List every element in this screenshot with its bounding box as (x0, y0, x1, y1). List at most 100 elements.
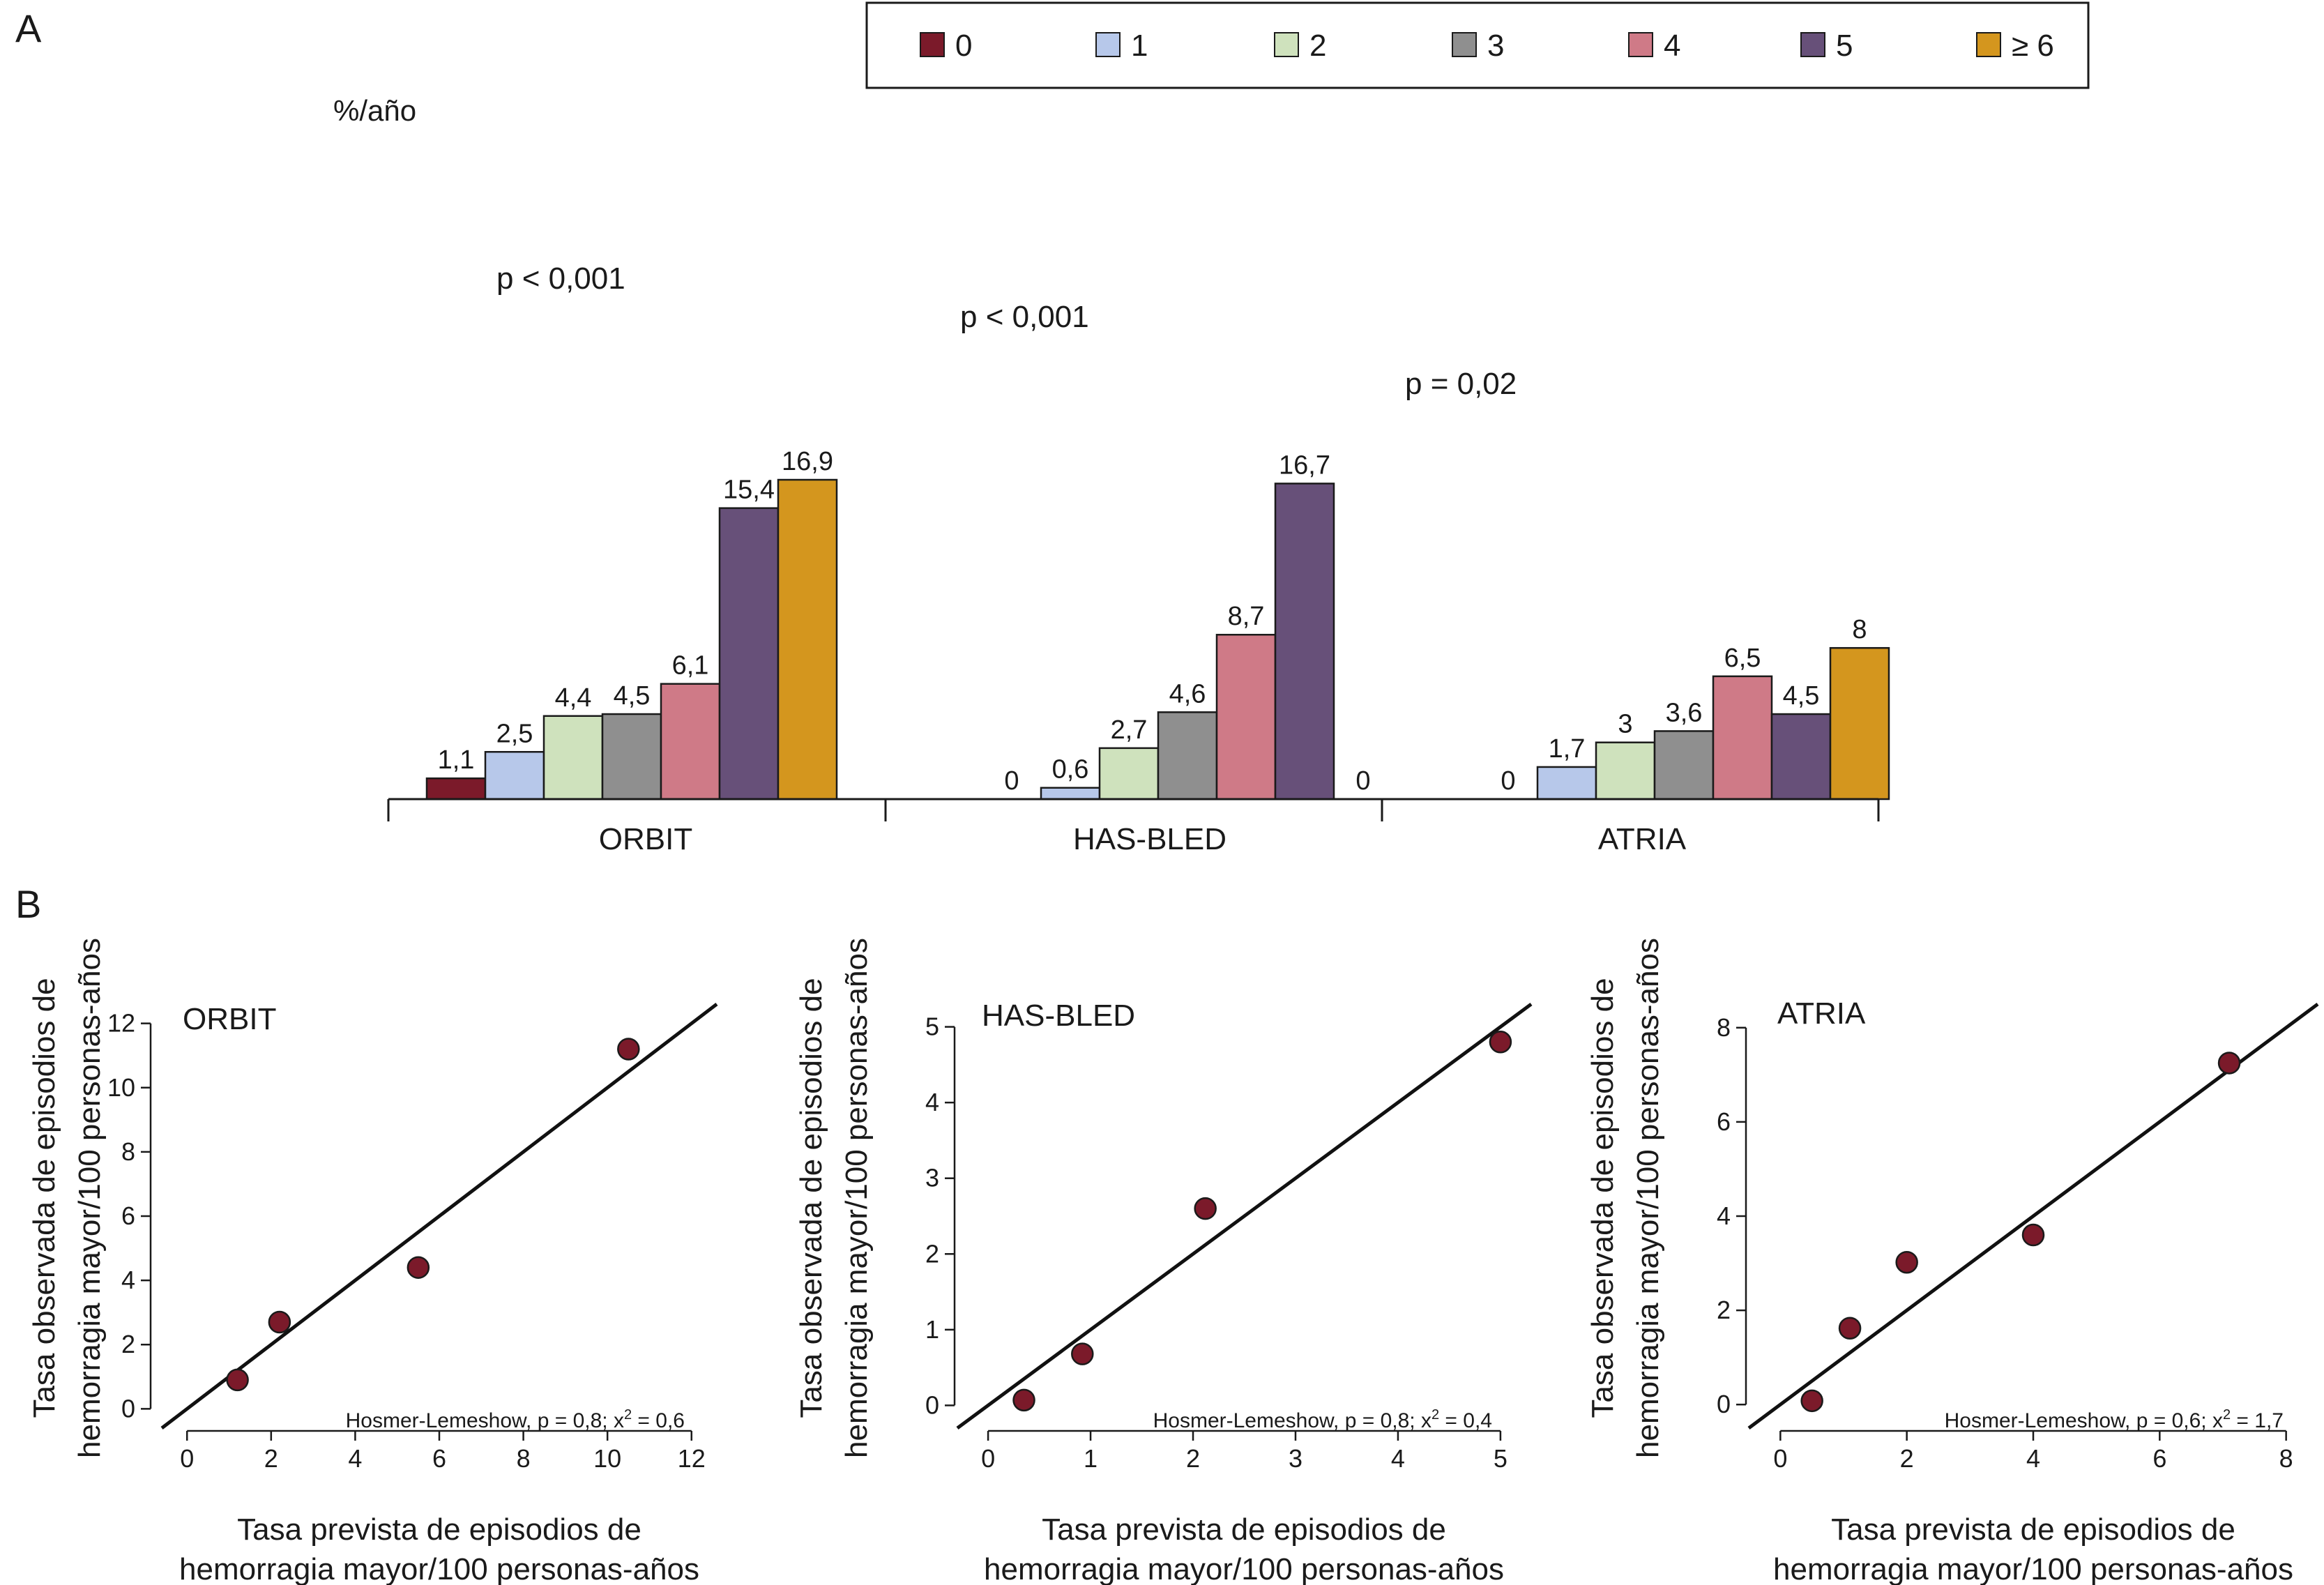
x-tick-label-2: 4 (2026, 1444, 2040, 1473)
y-axis-title-line-0: Tasa observada de episodios de (794, 978, 828, 1418)
legend-swatch-6 (1976, 32, 2001, 57)
legend-label-4: 4 (1664, 29, 1680, 63)
p-value-annotation-0: p < 0,001 (496, 261, 625, 296)
note-main: Hosmer-Lemeshow, p = 0,6; x (1945, 1409, 2223, 1432)
x-tick-label-4: 8 (517, 1444, 531, 1473)
bar-atria-2 (1595, 741, 1656, 801)
y-axis-title-line-0: Tasa observada de episodios de (27, 978, 61, 1418)
y-axis-title-line-0: Tasa observada de episodios de (1586, 978, 1620, 1418)
bar-value-label-orbit-4: 6,1 (672, 651, 709, 681)
legend-swatch-2 (1274, 32, 1299, 57)
y-tick-label-2: 4 (121, 1266, 135, 1294)
y-tick-label-2: 4 (1717, 1201, 1731, 1230)
y-tick-label-3: 6 (121, 1201, 135, 1230)
scatter-title: ATRIA (1777, 996, 1866, 1031)
legend-label-6: ≥ 6 (2012, 29, 2054, 63)
data-point-1 (1071, 1342, 1094, 1365)
bar-has-bled-2 (1098, 747, 1160, 801)
bar-value-label-atria-0: 0 (1501, 766, 1515, 796)
x-axis-title-line-0: Tasa prevista de episodios de (1042, 1512, 1446, 1547)
panel-a-letter: A (15, 6, 42, 50)
y-tick-label-5: 5 (925, 1013, 939, 1041)
note-main: Hosmer-Lemeshow, p = 0,8; x (346, 1409, 624, 1432)
bar-orbit-4 (660, 683, 721, 801)
scatter-title: HAS-BLED (982, 999, 1135, 1033)
bar-chart-panel-a: %/año 0 1 2 3 4 5 ≥ 6 1,1 2,5 4,4 4,5 6,1 15,416,9 0 0,… (333, 1, 2090, 856)
data-point-0 (1012, 1388, 1035, 1412)
bar-value-label-orbit-6: 16,9 (782, 447, 833, 476)
data-point-0 (226, 1368, 249, 1392)
y-tick-label-0: 0 (121, 1394, 135, 1423)
bar-orbit-5 (718, 507, 780, 801)
bar-has-bled-1 (1040, 787, 1101, 801)
x-axis-title-line-1: hemorragia mayor/100 personas-años (984, 1552, 1504, 1585)
legend-swatch-0 (920, 32, 945, 57)
y-axis-title-line-1: hemorragia mayor/100 personas-años (840, 938, 874, 1458)
y-axis-label: %/año (333, 94, 416, 127)
x-axis-title-line-0: Tasa prevista de episodios de (1831, 1512, 2235, 1547)
bar-value-label-orbit-3: 4,5 (614, 681, 651, 711)
x-tick-label-4: 4 (1391, 1444, 1405, 1473)
x-tick-label-6: 12 (678, 1444, 706, 1473)
data-point-2 (1194, 1197, 1217, 1220)
x-tick-label-1: 2 (264, 1444, 278, 1473)
bar-value-label-orbit-5: 15,4 (723, 476, 775, 505)
p-value-annotation-1: p < 0,001 (960, 300, 1089, 334)
category-label-has-bled: HAS-BLED (1073, 822, 1226, 856)
note-tail: = 0,4 (1439, 1409, 1492, 1432)
x-tick-label-2: 2 (1186, 1444, 1200, 1473)
data-point-3 (2021, 1223, 2045, 1247)
data-point-2 (1895, 1250, 1918, 1274)
bar-atria-1 (1536, 766, 1597, 801)
bar-value-label-has-bled-4: 8,7 (1228, 602, 1265, 631)
data-point-4 (2217, 1052, 2241, 1075)
x-tick-label-4: 8 (2279, 1444, 2293, 1473)
legend-label-0: 0 (955, 29, 972, 63)
x-axis-title-line-0: Tasa prevista de episodios de (237, 1512, 641, 1547)
calibration-line (160, 1003, 718, 1429)
y-tick-label-1: 1 (925, 1315, 939, 1344)
panel-b-letter: B (15, 882, 41, 926)
note-tail: = 1,7 (2231, 1409, 2284, 1432)
calibration-line (1747, 1002, 2319, 1430)
hosmer-lemeshow-note: Hosmer-Lemeshow, p = 0,8; x2 = 0,4 (1153, 1407, 1492, 1432)
legend-label-2: 2 (1309, 29, 1326, 63)
data-point-1 (268, 1310, 291, 1334)
y-axis-title-line-1: hemorragia mayor/100 personas-años (73, 938, 107, 1458)
legend-swatch-3 (1452, 32, 1477, 57)
data-point-2 (407, 1256, 430, 1279)
legend-box (865, 1, 2090, 89)
bar-value-label-has-bled-3: 4,6 (1169, 679, 1206, 708)
bar-value-label-has-bled-2: 2,7 (1111, 715, 1148, 745)
legend-label-5: 5 (1836, 29, 1853, 63)
x-tick-label-1: 2 (1900, 1444, 1914, 1473)
scatter-panel-orbit: 0 2 4 6 8 10 12 0 2 4 6 8 10 12 ORBIT Hosmer-Lemeshow, … (27, 938, 718, 1585)
bar-value-label-has-bled-1: 0,6 (1052, 755, 1089, 784)
category-label-orbit: ORBIT (599, 822, 692, 856)
x-tick-label-5: 5 (1494, 1444, 1507, 1473)
x-tick-label-3: 6 (2152, 1444, 2166, 1473)
bar-has-bled-3 (1157, 711, 1218, 801)
scatter-title: ORBIT (183, 1002, 276, 1036)
bar-orbit-6 (777, 478, 838, 801)
scatter-panel-atria: 0 2 4 6 8 0 2 4 6 8 ATRIA Hosmer-Lemeshow, p = 0,6;… (1586, 938, 2319, 1585)
bar-atria-5 (1770, 713, 1832, 801)
y-tick-label-1: 2 (121, 1330, 135, 1358)
y-tick-label-2: 2 (925, 1239, 939, 1268)
data-point-0 (1800, 1389, 1823, 1413)
bar-has-bled-5 (1274, 483, 1335, 801)
bar-value-label-has-bled-0: 0 (1004, 766, 1019, 796)
legend-label-1: 1 (1131, 29, 1148, 63)
bar-atria-3 (1653, 730, 1715, 801)
y-tick-label-3: 6 (1717, 1107, 1731, 1136)
x-tick-label-0: 0 (180, 1444, 194, 1473)
legend-swatch-5 (1800, 32, 1825, 57)
note-superscript: 2 (624, 1407, 632, 1423)
x-tick-label-0: 0 (1773, 1444, 1787, 1473)
bar-value-label-has-bled-6: 0 (1355, 766, 1370, 796)
y-tick-label-0: 0 (1717, 1390, 1731, 1418)
hosmer-lemeshow-note: Hosmer-Lemeshow, p = 0,6; x2 = 1,7 (1945, 1407, 2284, 1432)
y-tick-label-3: 3 (925, 1164, 939, 1192)
legend-swatch-4 (1628, 32, 1653, 57)
y-axis-title-line-1: hemorragia mayor/100 personas-años (1631, 938, 1665, 1458)
